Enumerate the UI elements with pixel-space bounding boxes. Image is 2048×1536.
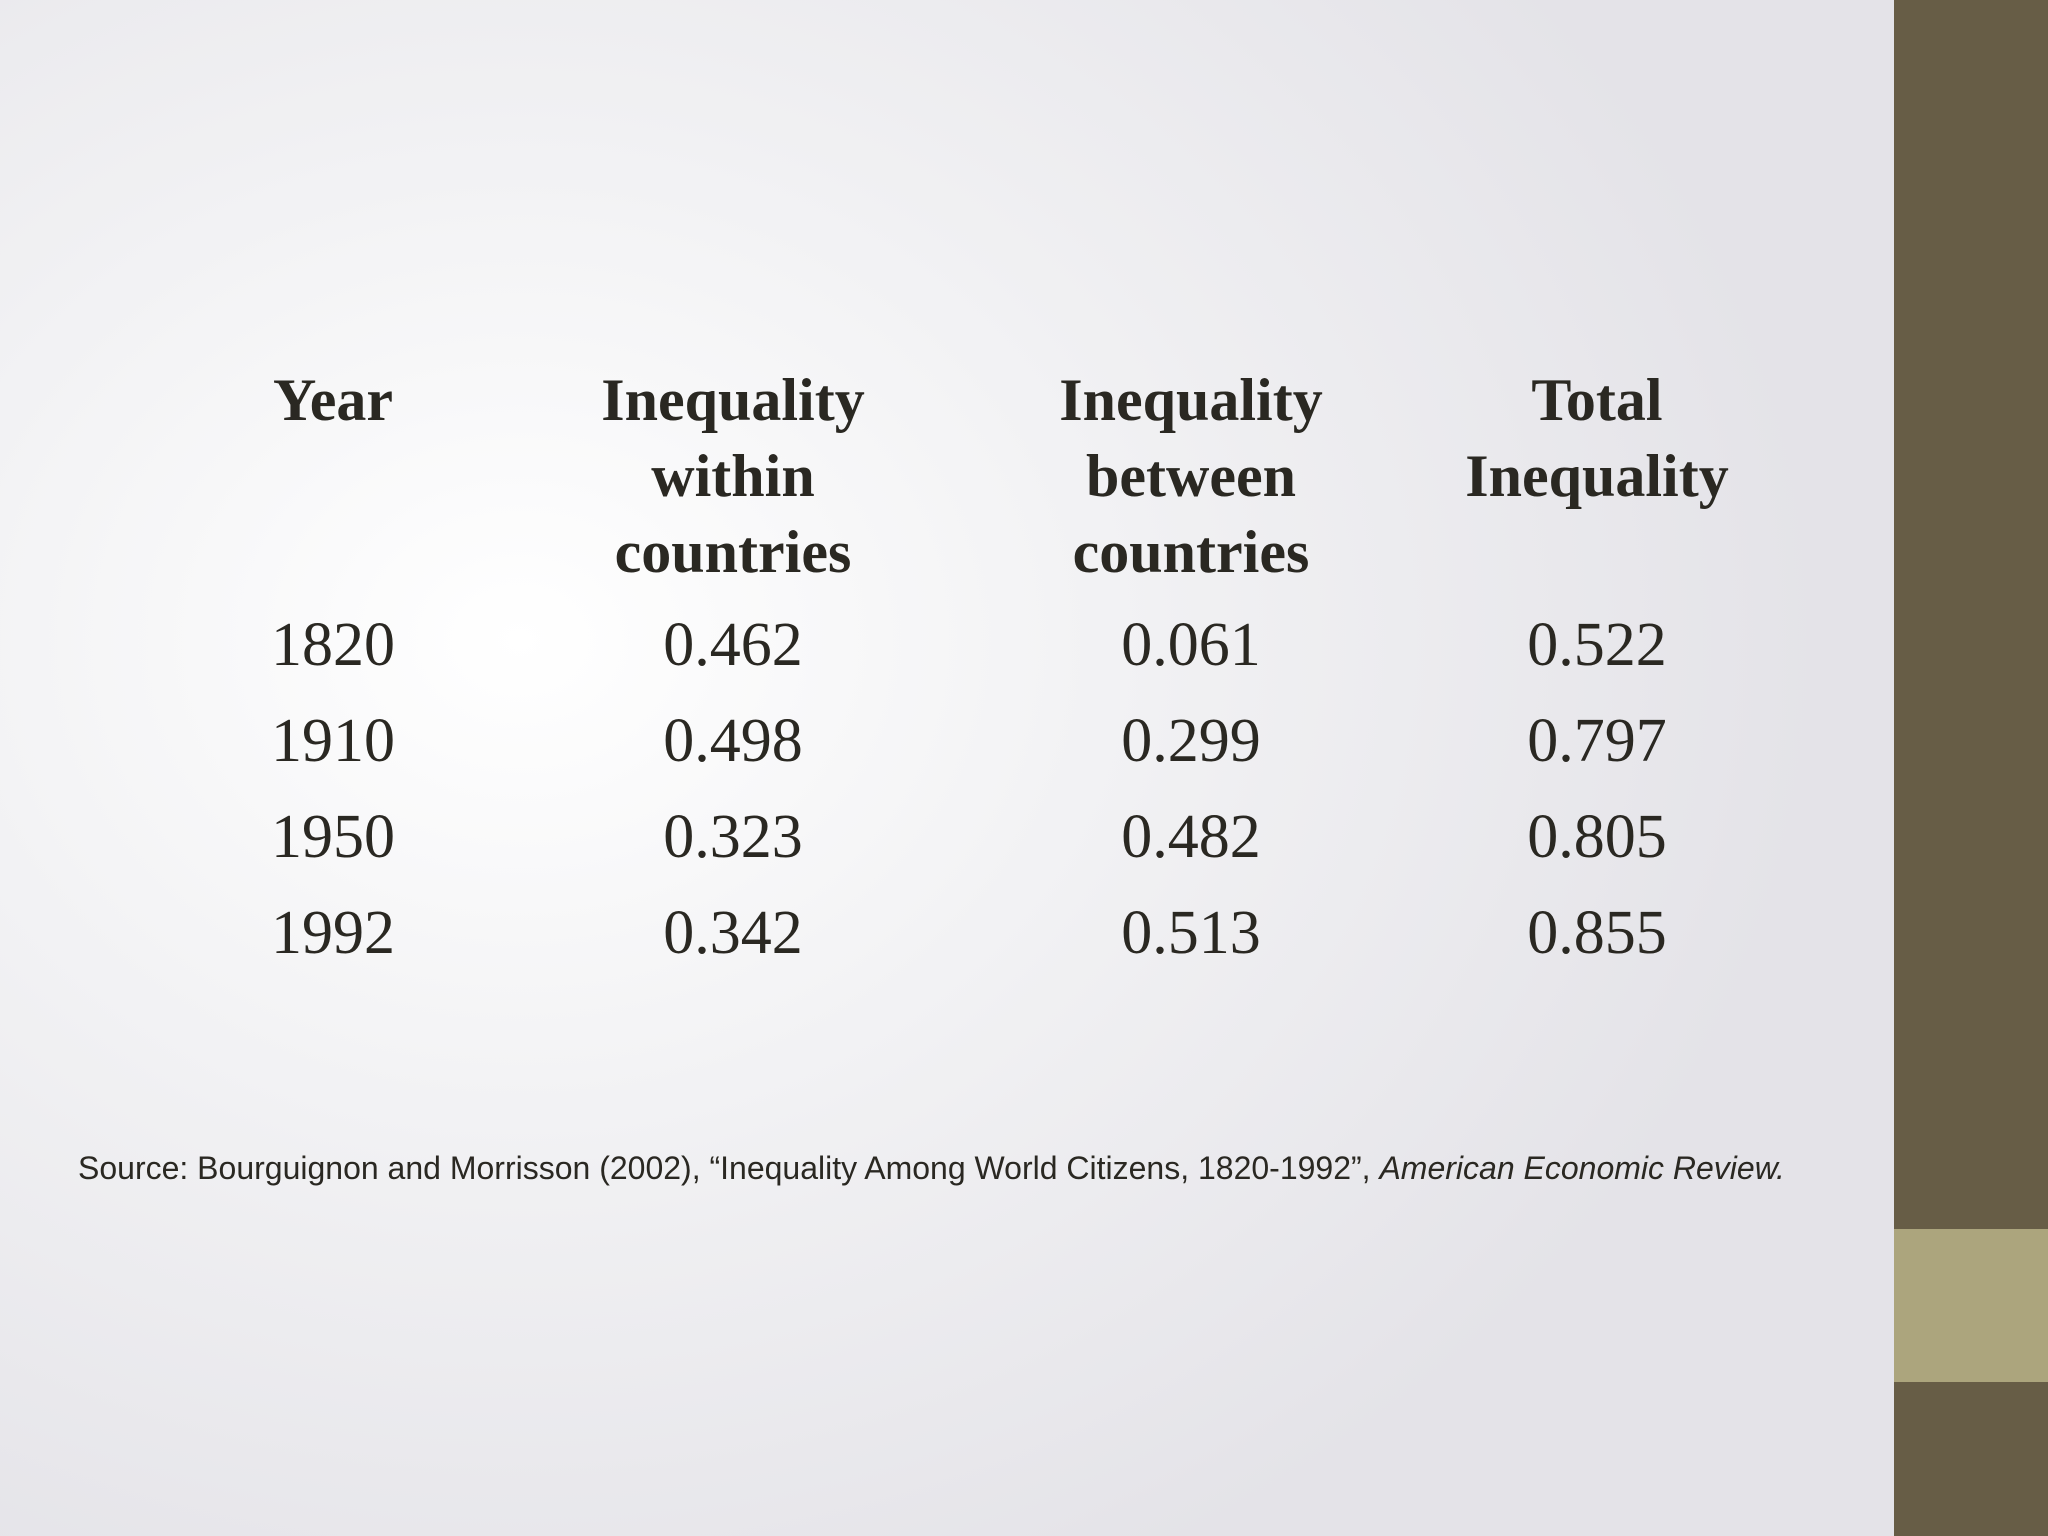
table-cell: 0.498 [663,707,803,775]
table-cell: 0.805 [1527,803,1667,871]
source-citation: Source: Bourguignon and Morrisson (2002)… [78,1148,1785,1188]
side-accent [1894,1229,2048,1382]
inequality-table: Year Inequality within countries Inequal… [271,367,1729,967]
source-journal: American Economic Review. [1379,1150,1785,1186]
table-cell: 0.299 [1121,707,1261,775]
table-cell: 0.797 [1527,707,1667,775]
table-cell: 0.522 [1527,611,1667,679]
table-cell: 0.323 [663,803,803,871]
header-year: Year [273,367,393,433]
table-cell: 0.342 [663,899,803,967]
header-within-countries: Inequality within countries [601,367,865,585]
source-text: Source: Bourguignon and Morrisson (2002)… [78,1150,1380,1186]
table-cell: 0.513 [1121,899,1261,967]
table-cell: 0.061 [1121,611,1261,679]
table-cell: 1992 [271,899,395,967]
table-cell: 0.462 [663,611,803,679]
table-cell: 1820 [271,611,395,679]
header-total-inequality: Total Inequality [1465,367,1729,509]
side-band [1894,0,2048,1536]
table-cell: 0.855 [1527,899,1667,967]
table-cell: 1950 [271,803,395,871]
header-between-countries: Inequality between countries [1059,367,1323,585]
table-cell: 1910 [271,707,395,775]
table-cell: 0.482 [1121,803,1261,871]
